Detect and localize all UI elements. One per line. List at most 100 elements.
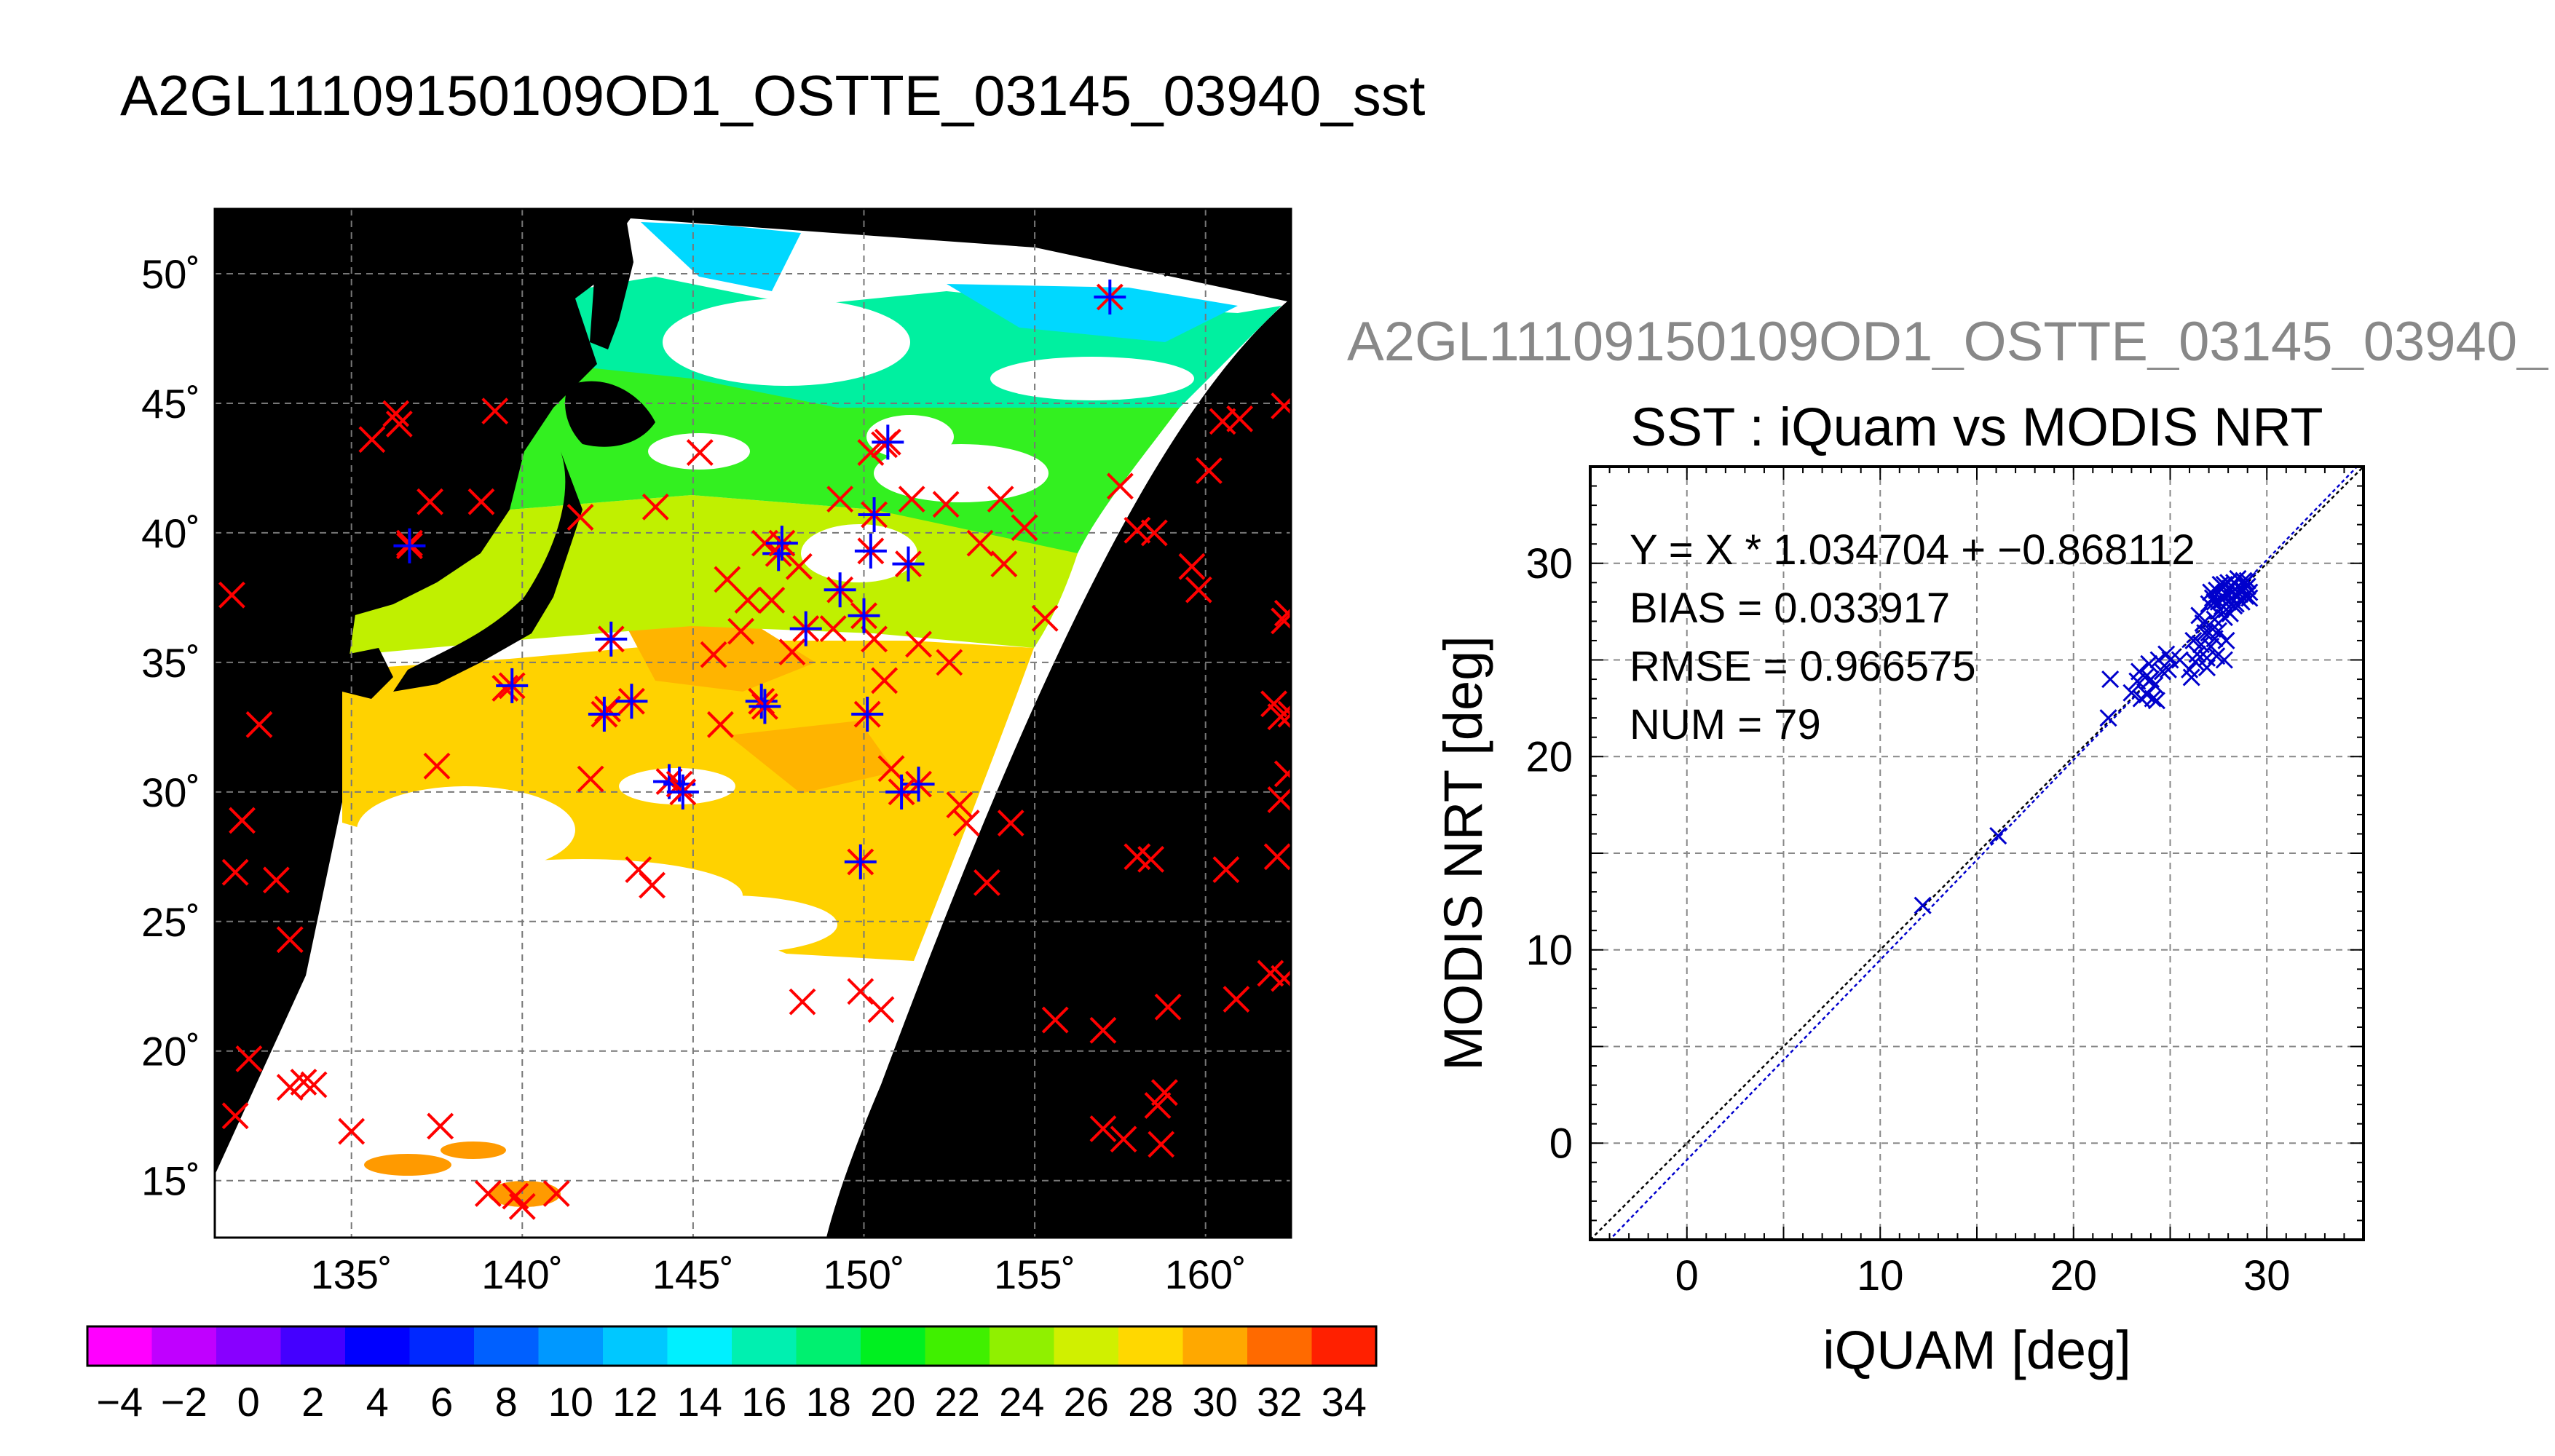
scatter-point	[2153, 662, 2171, 681]
iquam-marker	[229, 807, 256, 834]
matched-marker	[885, 774, 918, 810]
iquam-marker	[1089, 1115, 1117, 1142]
colorbar-tick-label: 20	[870, 1379, 915, 1425]
scatter-x-axis-label: iQUAM [deg]	[1823, 1320, 2131, 1380]
scatter-title: SST : iQuam vs MODIS NRT	[1630, 397, 2323, 457]
page-title: A2GL11109150109OD1_OSTTE_03145_03940_sst	[120, 63, 1426, 127]
matched-marker	[765, 526, 798, 561]
colorbar-cell	[1311, 1326, 1377, 1366]
iquam-marker	[758, 587, 786, 614]
iquam-marker	[338, 1117, 366, 1145]
iquam-marker	[734, 587, 762, 614]
iquam-marker	[898, 486, 925, 513]
iquam-marker	[221, 1102, 249, 1130]
iquam-marker	[952, 810, 980, 836]
iquam-marker	[1271, 607, 1291, 635]
matched-marker	[588, 697, 620, 732]
scatter-point	[2205, 593, 2224, 611]
scatter-point	[1914, 896, 1932, 914]
scatter-y-tick-label: 10	[1525, 927, 1573, 974]
iquam-marker	[1154, 993, 1182, 1021]
iquam-marker	[1089, 1016, 1117, 1044]
iquam-marker	[936, 649, 963, 676]
iquam-marker	[1031, 604, 1059, 632]
iquam-marker	[871, 667, 899, 695]
matched-marker	[496, 668, 529, 703]
matched-marker	[854, 533, 887, 569]
matched-marker	[858, 496, 891, 532]
iquam-marker	[1011, 514, 1038, 542]
iquam-marker	[877, 755, 905, 783]
nodata-east	[826, 301, 1291, 1238]
scatter-y-tick-label: 30	[1525, 540, 1573, 587]
iquam-marker	[1178, 553, 1206, 580]
iquam-marker	[1271, 392, 1291, 419]
iquam-marker	[1263, 843, 1291, 871]
colorbar-tick-label: 24	[999, 1379, 1044, 1425]
colorbar-cell	[538, 1326, 604, 1366]
iquam-marker	[966, 529, 994, 557]
iquam-marker	[707, 711, 734, 738]
iquam-marker	[867, 996, 895, 1024]
iquam-marker	[1271, 965, 1291, 992]
iquam-marker	[1148, 1131, 1175, 1158]
iquam-marker	[861, 625, 888, 653]
iquam-marker	[467, 488, 495, 515]
iquam-marker	[221, 858, 249, 886]
scatter-ticks: 0 0 10 10 20 20 30 30	[1525, 466, 2364, 1299]
sst-coldest-region	[641, 222, 1238, 342]
iquam-marker	[1195, 457, 1223, 484]
scatter-point	[2147, 692, 2165, 710]
colorbar-tick-label: 0	[237, 1379, 260, 1425]
iquam-marker	[416, 488, 444, 515]
iquam-marker	[382, 400, 410, 427]
colorbar-cell	[925, 1326, 990, 1366]
colorbar-tick-label: 34	[1322, 1379, 1367, 1425]
scatter-point	[2136, 668, 2155, 687]
matched-marker	[749, 689, 781, 724]
colorbar-cell	[1054, 1326, 1119, 1366]
matched-marker	[851, 697, 884, 732]
colorbar-cell	[1247, 1326, 1312, 1366]
iquam-marker	[474, 1180, 502, 1207]
map-grid	[215, 209, 1291, 1238]
colorbar-tick-label: 2	[301, 1379, 324, 1425]
lon-tick-label: 135˚	[311, 1251, 392, 1297]
land-mass-kamchatka	[1136, 240, 1194, 277]
sst-map: 50˚ 45˚ 40˚ 35˚ 30˚ 25˚ 20˚ 15˚ 135˚ 140˚ 145˚ 150…	[141, 207, 1292, 1297]
colorbar-cell	[280, 1326, 346, 1366]
matched-marker	[1094, 280, 1126, 315]
iquam-marker	[990, 550, 1018, 578]
match-markers	[218, 280, 1291, 1220]
scatter-point	[2215, 651, 2233, 669]
iquam-marker	[385, 410, 413, 438]
colorbar-tick-label: 18	[806, 1379, 851, 1425]
land-mass-honshu	[393, 451, 583, 692]
iquam-marker	[1041, 1006, 1069, 1034]
iquam-marker	[987, 486, 1014, 513]
colorbar-tick-label: 16	[741, 1379, 786, 1425]
scatter-point	[2122, 684, 2141, 702]
colorbar-tick-label: 14	[677, 1379, 722, 1425]
scatter-point	[2099, 709, 2117, 727]
lon-tick-label: 140˚	[481, 1251, 563, 1297]
lon-tick-label: 150˚	[823, 1251, 904, 1297]
iquam-marker	[700, 641, 727, 668]
scatter-points	[1914, 569, 2259, 914]
iquam-marker	[577, 765, 604, 793]
iquam-marker	[932, 491, 960, 518]
colorbar-tick-label: 32	[1257, 1379, 1302, 1425]
iquam-marker	[481, 397, 509, 425]
iquam-marker	[905, 630, 932, 658]
scatter-x-tick-label: 20	[2050, 1252, 2097, 1299]
matched-marker	[848, 598, 880, 633]
scatter-point	[2215, 609, 2233, 627]
scatter-point	[2227, 595, 2245, 613]
matched-marker	[666, 774, 699, 810]
iquam-marker	[263, 866, 290, 894]
scatter-subtitle: A2GL11109150109OD1_OSTTE_03145_03940_s	[1347, 314, 2548, 370]
scatter-point	[2182, 668, 2200, 687]
colorbar-cell	[474, 1326, 539, 1366]
stat-rmse: RMSE = 0.966575	[1630, 643, 1976, 690]
scatter-point	[2101, 670, 2120, 689]
